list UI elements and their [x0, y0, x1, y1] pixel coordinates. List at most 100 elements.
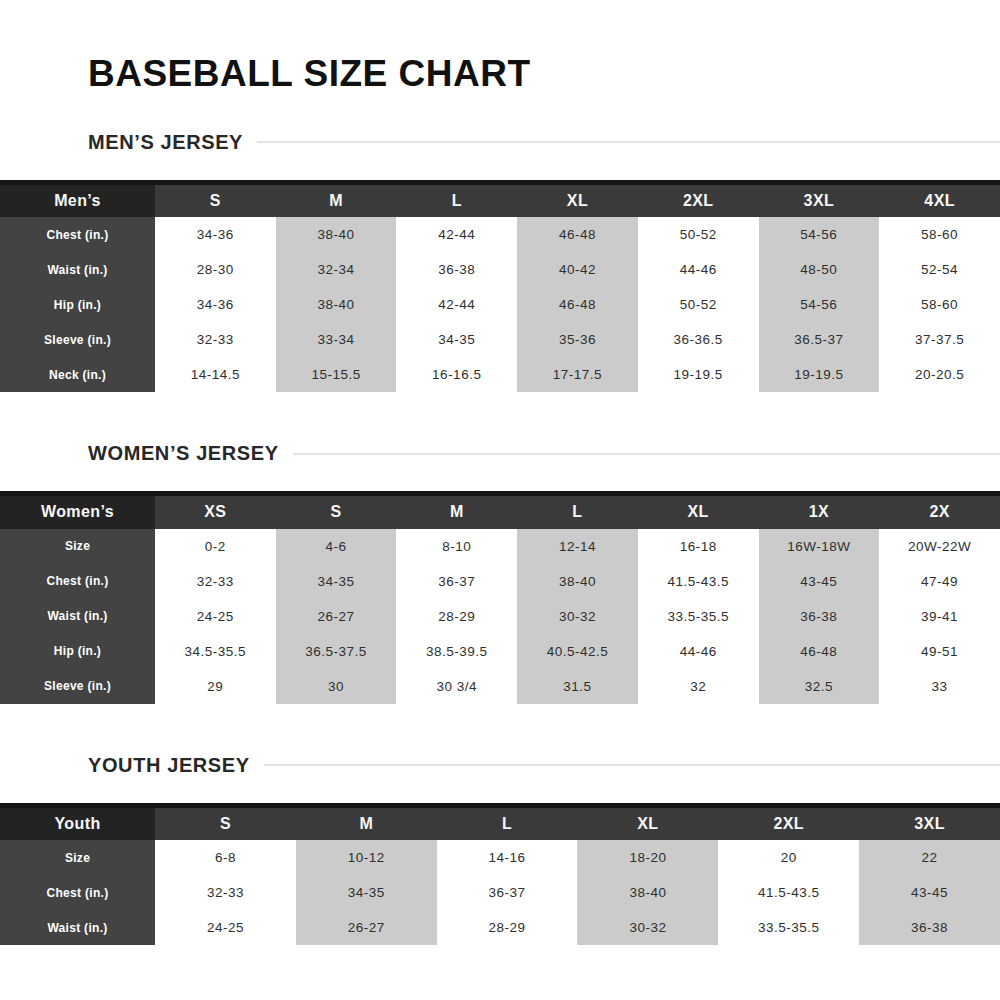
table-row: Hip (in.)34.5-35.536.5-37.538.5-39.540.5…: [0, 634, 1000, 669]
size-value-cell: 19-19.5: [638, 357, 759, 392]
size-value-cell: 54-56: [759, 217, 880, 252]
size-value-cell: 32-33: [155, 564, 276, 599]
mens-size-table: Men’sSMLXL2XL3XL4XLChest (in.)34-3638-40…: [0, 180, 1000, 393]
table-row: Waist (in.)24-2526-2728-2930-3233.5-35.5…: [0, 599, 1000, 634]
section-heading: YOUTH JERSEY: [88, 754, 250, 777]
size-value-cell: 16-18: [638, 529, 759, 564]
size-value-cell: 36-37: [396, 564, 517, 599]
size-column-header: 3XL: [859, 805, 1000, 840]
size-value-cell: 36-36.5: [638, 322, 759, 357]
table-row: Sleeve (in.)32-3333-3434-3535-3636-36.53…: [0, 322, 1000, 357]
row-label: Sleeve (in.): [0, 322, 155, 357]
section-heading: MEN’S JERSEY: [88, 131, 243, 154]
size-value-cell: 36.5-37: [759, 322, 880, 357]
section-heading: WOMEN’S JERSEY: [88, 442, 279, 465]
size-value-cell: 54-56: [759, 287, 880, 322]
size-value-cell: 31.5: [517, 669, 638, 704]
size-value-cell: 20: [718, 840, 859, 875]
size-value-cell: 34-36: [155, 217, 276, 252]
size-value-cell: 40-42: [517, 252, 638, 287]
size-column-header: 2X: [879, 494, 1000, 529]
section-womens: WOMEN’S JERSEYWomen’sXSSMLXL1X2XSize0-24…: [0, 442, 1000, 704]
size-column-header: S: [276, 494, 397, 529]
size-value-cell: 33-34: [276, 322, 397, 357]
size-value-cell: 33.5-35.5: [718, 910, 859, 945]
size-column-header: L: [437, 805, 578, 840]
table-corner-label: Youth: [0, 805, 155, 840]
size-column-header: L: [396, 182, 517, 217]
size-value-cell: 26-27: [296, 910, 437, 945]
size-value-cell: 47-49: [879, 564, 1000, 599]
size-value-cell: 0-2: [155, 529, 276, 564]
section-header: WOMEN’S JERSEY: [88, 442, 1000, 465]
size-value-cell: 38-40: [276, 217, 397, 252]
size-value-cell: 50-52: [638, 287, 759, 322]
size-value-cell: 58-60: [879, 287, 1000, 322]
row-label: Waist (in.): [0, 599, 155, 634]
size-value-cell: 32: [638, 669, 759, 704]
size-column-header: 3XL: [759, 182, 880, 217]
size-value-cell: 6-8: [155, 840, 296, 875]
page-title: BASEBALL SIZE CHART: [88, 54, 1000, 95]
row-label: Chest (in.): [0, 217, 155, 252]
table-row: Waist (in.)24-2526-2728-2930-3233.5-35.5…: [0, 910, 1000, 945]
row-label: Sleeve (in.): [0, 669, 155, 704]
size-value-cell: 41.5-43.5: [718, 875, 859, 910]
youth-size-table: YouthSMLXL2XL3XLSize6-810-1214-1618-2020…: [0, 803, 1000, 946]
size-column-header: 2XL: [638, 182, 759, 217]
row-label: Waist (in.): [0, 910, 155, 945]
table-row: Size6-810-1214-1618-202022: [0, 840, 1000, 875]
size-value-cell: 16W-18W: [759, 529, 880, 564]
size-value-cell: 32-33: [155, 875, 296, 910]
size-value-cell: 18-20: [577, 840, 718, 875]
size-value-cell: 28-30: [155, 252, 276, 287]
size-value-cell: 24-25: [155, 910, 296, 945]
size-column-header: XL: [517, 182, 638, 217]
size-value-cell: 32-33: [155, 322, 276, 357]
size-value-cell: 42-44: [396, 217, 517, 252]
size-value-cell: 30: [276, 669, 397, 704]
size-value-cell: 46-48: [759, 634, 880, 669]
size-header-row: YouthSMLXL2XL3XL: [0, 805, 1000, 840]
size-value-cell: 34-35: [276, 564, 397, 599]
size-value-cell: 14-16: [437, 840, 578, 875]
size-column-header: 4XL: [879, 182, 1000, 217]
size-value-cell: 33.5-35.5: [638, 599, 759, 634]
size-value-cell: 33: [879, 669, 1000, 704]
size-value-cell: 44-46: [638, 252, 759, 287]
size-value-cell: 22: [859, 840, 1000, 875]
size-column-header: 1X: [759, 494, 880, 529]
table-row: Hip (in.)34-3638-4042-4446-4850-5254-565…: [0, 287, 1000, 322]
size-value-cell: 36-38: [859, 910, 1000, 945]
table-row: Chest (in.)34-3638-4042-4446-4850-5254-5…: [0, 217, 1000, 252]
table-row: Sleeve (in.)293030 3/431.53232.533: [0, 669, 1000, 704]
size-value-cell: 48-50: [759, 252, 880, 287]
size-column-header: S: [155, 805, 296, 840]
size-value-cell: 34-35: [296, 875, 437, 910]
size-header-row: Men’sSMLXL2XL3XL4XL: [0, 182, 1000, 217]
size-column-header: XL: [638, 494, 759, 529]
row-label: Hip (in.): [0, 634, 155, 669]
row-label: Size: [0, 529, 155, 564]
table-row: Size0-24-68-1012-1416-1816W-18W20W-22W: [0, 529, 1000, 564]
size-value-cell: 32.5: [759, 669, 880, 704]
size-value-cell: 17-17.5: [517, 357, 638, 392]
section-youth: YOUTH JERSEYYouthSMLXL2XL3XLSize6-810-12…: [0, 754, 1000, 946]
size-value-cell: 34.5-35.5: [155, 634, 276, 669]
size-value-cell: 39-41: [879, 599, 1000, 634]
section-header: YOUTH JERSEY: [88, 754, 1000, 777]
size-value-cell: 4-6: [276, 529, 397, 564]
size-value-cell: 58-60: [879, 217, 1000, 252]
size-value-cell: 30-32: [577, 910, 718, 945]
row-label: Size: [0, 840, 155, 875]
size-value-cell: 38.5-39.5: [396, 634, 517, 669]
size-value-cell: 20W-22W: [879, 529, 1000, 564]
size-value-cell: 24-25: [155, 599, 276, 634]
size-value-cell: 38-40: [577, 875, 718, 910]
size-column-header: M: [396, 494, 517, 529]
size-value-cell: 30 3/4: [396, 669, 517, 704]
size-header-row: Women’sXSSMLXL1X2X: [0, 494, 1000, 529]
size-value-cell: 50-52: [638, 217, 759, 252]
size-value-cell: 30-32: [517, 599, 638, 634]
table-corner-label: Men’s: [0, 182, 155, 217]
